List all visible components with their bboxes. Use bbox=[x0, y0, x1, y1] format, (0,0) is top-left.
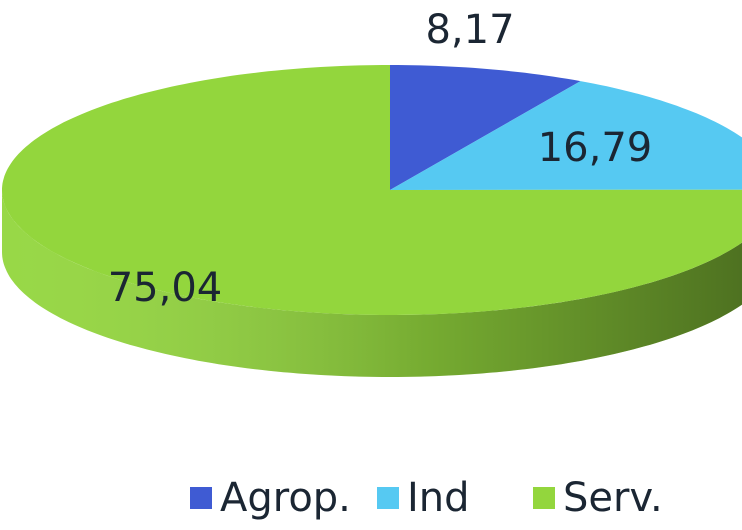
slice bbox=[390, 65, 581, 190]
slice bbox=[390, 81, 742, 190]
legend-swatch bbox=[190, 487, 212, 509]
legend-label: Ind bbox=[407, 475, 470, 521]
legend: Agrop. Ind Serv. bbox=[190, 475, 663, 521]
slice bbox=[2, 65, 742, 315]
pie bbox=[2, 65, 742, 377]
labels: 8,17 16,79 75,04 bbox=[108, 7, 653, 311]
legend-label: Serv. bbox=[563, 475, 663, 521]
legend-swatch bbox=[533, 487, 555, 509]
value-label: 16,79 bbox=[538, 125, 653, 171]
legend-label: Agrop. bbox=[220, 475, 351, 521]
value-label: 75,04 bbox=[108, 265, 223, 311]
legend-swatch bbox=[377, 487, 399, 509]
side-shade bbox=[2, 190, 742, 377]
value-label: 8,17 bbox=[425, 7, 514, 53]
